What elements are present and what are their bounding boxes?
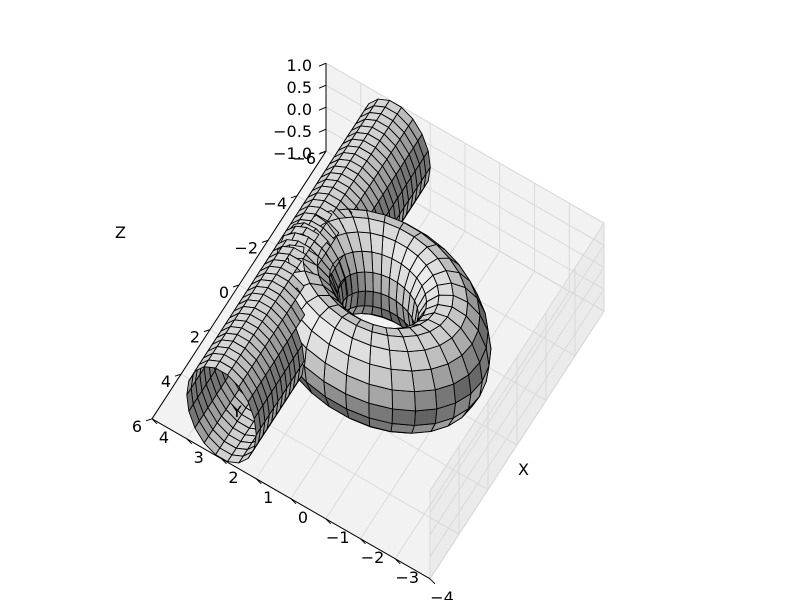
z-tick-label: −1.0	[273, 144, 312, 163]
y-tick	[203, 329, 211, 333]
y-tick-label: −6	[292, 149, 316, 168]
y-tick-label: 4	[161, 372, 171, 391]
torus-face	[296, 302, 321, 332]
y-tick	[145, 418, 153, 422]
y-tick-label: −4	[263, 194, 287, 213]
torus-face	[372, 291, 382, 309]
z-tick	[318, 84, 327, 89]
z-grid-line	[429, 310, 605, 580]
z-tick	[318, 62, 327, 67]
x-tick	[290, 498, 297, 505]
x-tick-label: 1	[263, 488, 273, 507]
torus-face	[371, 251, 383, 276]
x-tick-label: −3	[395, 568, 419, 587]
z-tick	[318, 128, 327, 133]
z-tick-label: 0.5	[287, 78, 312, 97]
x-tick	[325, 518, 332, 525]
y-tick	[174, 373, 182, 377]
torus-face	[372, 272, 382, 295]
x-tick-label: −4	[430, 588, 454, 600]
y-tick-label: 2	[190, 328, 200, 347]
z-tick-label: 1.0	[287, 56, 312, 75]
x-tick	[186, 438, 193, 445]
x-tick	[429, 578, 436, 585]
z-grid-line	[325, 62, 605, 224]
torus-face	[364, 290, 374, 307]
torus-face	[390, 368, 415, 393]
x-tick-label: 3	[194, 448, 204, 467]
x-tick	[221, 458, 227, 465]
surfaces	[186, 98, 492, 464]
torus-face	[364, 271, 374, 293]
y-tick-label: 6	[132, 417, 142, 436]
y-tick-label: 0	[219, 283, 229, 302]
torus-face	[389, 349, 413, 372]
torus-face	[391, 408, 416, 426]
x-tick-label: 2	[228, 468, 238, 487]
z-grid-line	[429, 266, 605, 536]
z-grid-line	[429, 222, 605, 492]
torus-face	[391, 389, 416, 412]
z-grid-line	[429, 244, 605, 514]
torus-face	[414, 408, 438, 426]
torus-face	[380, 274, 391, 298]
y-axis-label: Y	[231, 402, 242, 421]
x-tick-label: 4	[159, 428, 169, 447]
x-tick	[151, 418, 158, 425]
x-tick-label: −1	[326, 528, 350, 547]
z-grid-line	[429, 288, 605, 558]
y-tick	[232, 284, 240, 288]
z-tick-label: −0.5	[273, 122, 312, 141]
z-tick-label: 0.0	[287, 100, 312, 119]
x-tick	[360, 538, 366, 545]
x-tick	[394, 558, 401, 565]
z-tick	[318, 106, 327, 111]
z-tick	[318, 150, 327, 155]
x-tick-label: −2	[361, 548, 385, 567]
x-tick-label: 0	[298, 508, 308, 527]
z-axis-label: Z	[115, 223, 126, 242]
x-tick	[255, 478, 262, 485]
torus-face	[411, 368, 436, 393]
y-tick	[261, 239, 269, 243]
torus-face	[436, 282, 454, 296]
y-tick	[290, 195, 298, 199]
cylinder-face	[203, 359, 221, 369]
torus-face	[414, 389, 438, 412]
y-tick-label: −2	[234, 238, 258, 257]
x-axis-label: X	[518, 460, 529, 479]
